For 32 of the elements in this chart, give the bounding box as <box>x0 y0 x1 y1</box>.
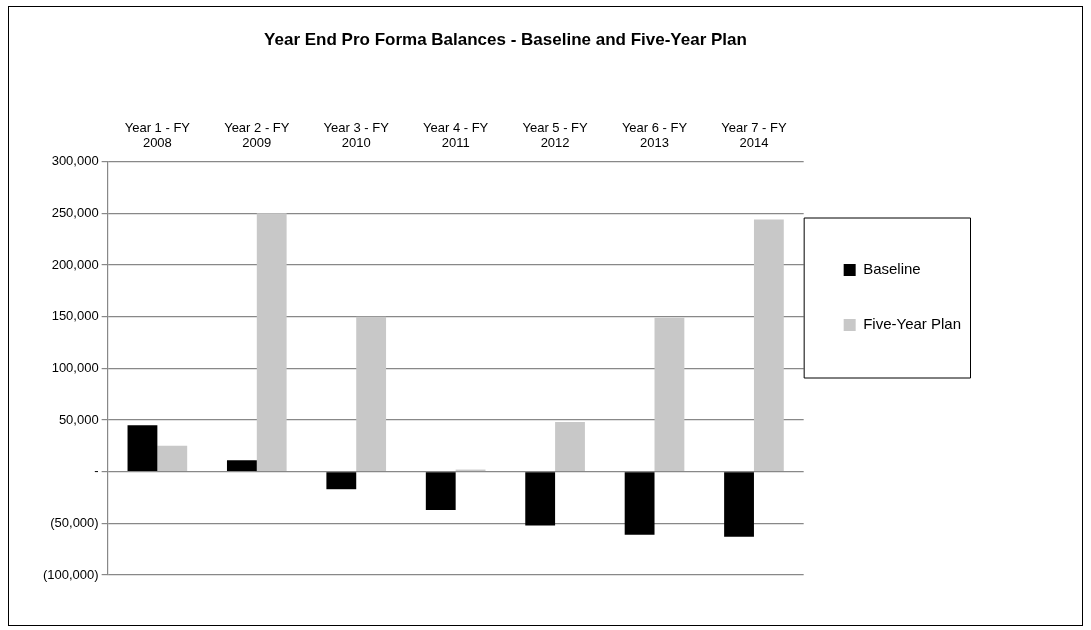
chart-title: Year End Pro Forma Balances - Baseline and Five-Year Plan <box>264 29 747 49</box>
y-tick-label: (50,000) <box>50 514 99 530</box>
x-tick-label: Year 7 - FY 2014 <box>721 119 787 151</box>
bar <box>555 422 585 472</box>
y-tick-label: (100,000) <box>42 566 99 582</box>
y-tick-label: 200,000 <box>51 256 99 272</box>
bar <box>753 219 784 472</box>
bar <box>724 472 754 537</box>
x-tick-label: Year 2 - FY 2009 <box>224 119 290 151</box>
bar <box>356 316 387 472</box>
x-tick-label: Year 5 - FY 2012 <box>522 119 589 151</box>
bar <box>127 425 158 472</box>
bar <box>654 317 685 472</box>
x-tick-label: Year 1 - FY 2008 <box>124 119 191 151</box>
x-tick-label: Year 4 - FY 2011 <box>423 119 489 151</box>
legend-label: Five-Year Plan <box>863 315 962 333</box>
bar <box>256 213 287 472</box>
legend-label: Baseline <box>863 260 921 278</box>
y-tick-label: 150,000 <box>51 308 99 324</box>
bar <box>425 472 456 510</box>
y-tick-label: - <box>94 463 99 479</box>
x-tick-label: Year 3 - FY 2010 <box>323 119 390 151</box>
bar <box>226 460 257 472</box>
y-tick-label: 250,000 <box>51 204 99 220</box>
x-tick-label: Year 6 - FY 2013 <box>621 119 688 151</box>
bar <box>624 472 655 535</box>
bar <box>326 472 357 490</box>
bar <box>157 445 188 472</box>
bar <box>525 472 556 526</box>
y-tick-label: 300,000 <box>51 153 99 169</box>
y-tick-label: 100,000 <box>51 359 99 375</box>
y-tick-label: 50,000 <box>58 411 99 427</box>
